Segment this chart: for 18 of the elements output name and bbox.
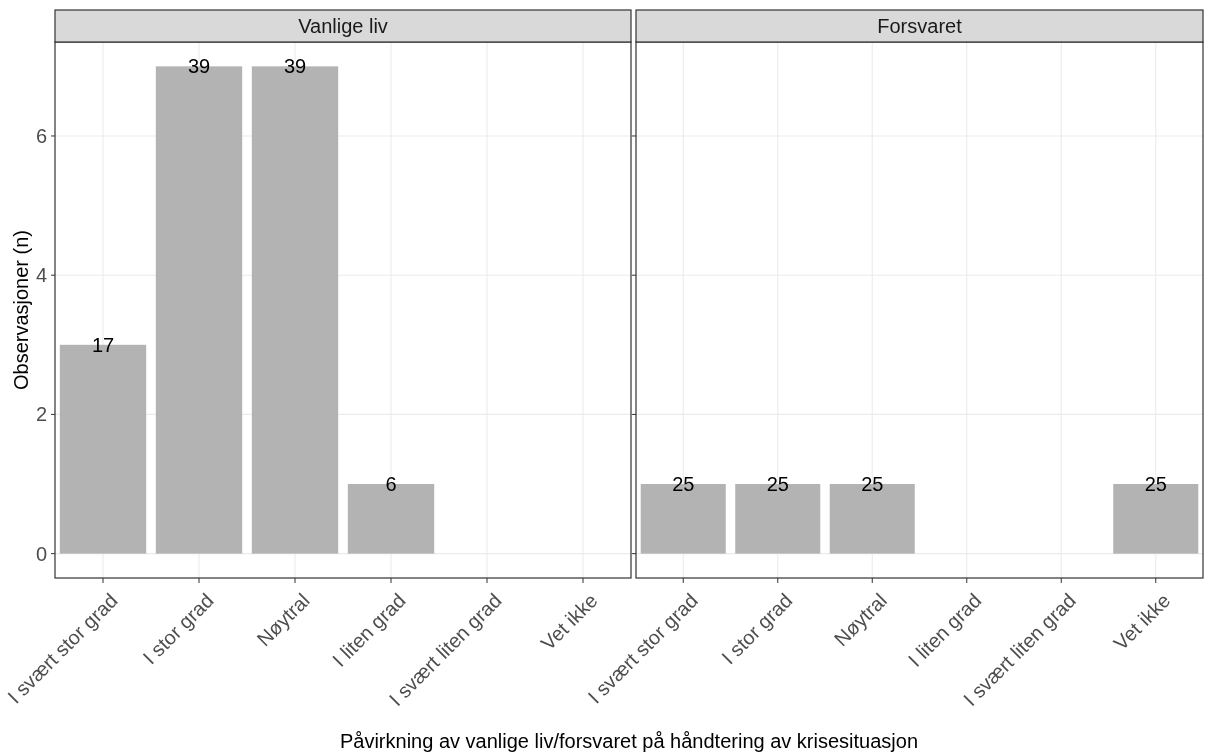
x-tick-label: Vet ikke	[1109, 589, 1175, 655]
annotation: 39	[187, 55, 211, 78]
annotation: 17	[91, 333, 115, 356]
annotation: 25	[766, 473, 789, 496]
y-axis-title: Observasjoner (n)	[10, 229, 32, 391]
annotation: 39	[283, 55, 307, 78]
annotation: 25	[861, 473, 884, 496]
annotation: 6	[385, 473, 397, 496]
x-tick-label: Vet ikke	[536, 589, 602, 655]
y-tick-label: 0	[35, 542, 47, 565]
x-axis-title: Påvirkning av vanlige liv/forsvaret på håndtering av krisesituasjon	[339, 730, 919, 752]
y-tick-label: 2	[35, 403, 47, 426]
chart-title: Vanlige liv	[298, 15, 388, 37]
y-tick-label: 6	[35, 124, 47, 147]
annotation: 25	[672, 473, 695, 496]
y-tick-label: 4	[35, 264, 47, 287]
chart-title: Forsvaret	[877, 15, 963, 37]
annotation: 25	[1144, 473, 1167, 496]
